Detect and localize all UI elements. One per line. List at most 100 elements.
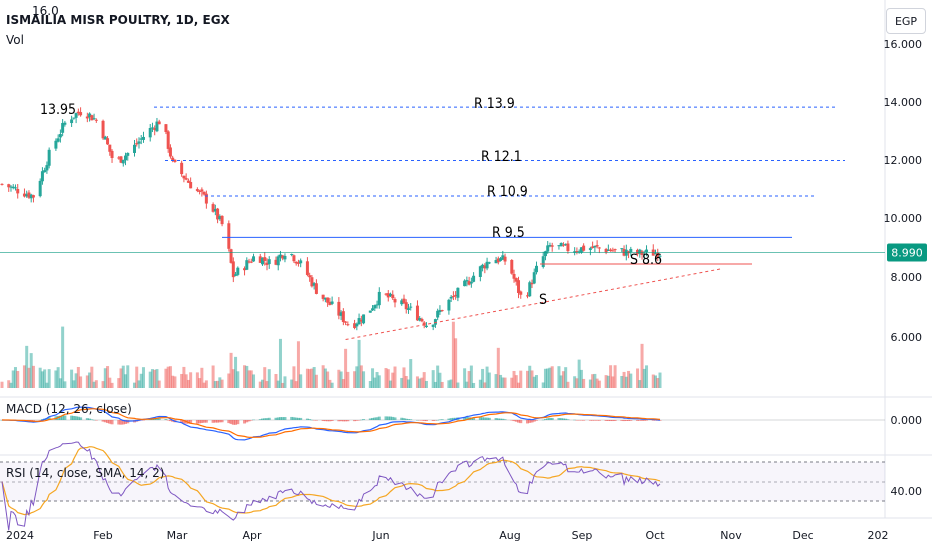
volume-bar (22, 365, 26, 388)
volume-bar (61, 326, 65, 388)
candle-body (436, 310, 440, 318)
macd-histogram-bar (101, 420, 105, 422)
macd-histogram-bar (195, 420, 199, 424)
macd-histogram-bar (447, 418, 451, 420)
candle-body (472, 275, 476, 282)
volume-bar (252, 374, 256, 388)
candle-body (180, 162, 184, 175)
volume-bar (245, 365, 249, 388)
macd-histogram-bar (310, 419, 314, 421)
macd-histogram-bar (276, 417, 280, 420)
volume-bar (546, 368, 550, 388)
candle-body (148, 127, 152, 138)
candle-body (658, 255, 662, 257)
candle-body (355, 323, 359, 327)
macd-histogram-bar (433, 420, 437, 421)
macd-histogram-bar (124, 420, 128, 424)
macd-histogram-bar (651, 420, 655, 421)
macd-histogram-bar (243, 420, 247, 424)
candle-body (438, 310, 442, 313)
candle-body (541, 256, 545, 267)
volume-bar (148, 371, 152, 388)
volume-bar (588, 379, 592, 388)
volume-bar (487, 372, 491, 388)
volume-bar (496, 347, 500, 388)
macd-histogram-bar (409, 419, 413, 420)
volume-bar (494, 374, 498, 388)
macd-histogram-bar (236, 420, 240, 425)
volume-bar (117, 378, 121, 388)
volume-bar (658, 372, 662, 388)
currency-button[interactable]: EGP (886, 8, 926, 34)
candle-body (559, 243, 563, 247)
candle-body (227, 223, 231, 249)
volume-bar (283, 376, 287, 388)
volume-bar (467, 371, 471, 388)
macd-histogram-bar (204, 420, 208, 423)
candle-body (386, 293, 390, 298)
macd-histogram-bar (234, 420, 238, 425)
candle-body (501, 255, 505, 260)
time-tick: Feb (93, 529, 112, 542)
macd-histogram-bar (436, 419, 440, 421)
macd-histogram-bar (337, 420, 341, 422)
macd-histogram-bar (406, 419, 410, 420)
candle-body (218, 216, 222, 220)
macd-histogram-bar (296, 417, 300, 420)
candle-body (252, 256, 256, 262)
time-axis[interactable]: 2024 Feb Mar Apr Jun Aug Sep Oct Nov Dec… (6, 529, 889, 542)
volume-bar (469, 365, 473, 388)
price-axis[interactable]: 16.000 14.000 12.000 10.000 8.000 6.000 … (884, 38, 923, 498)
macd-histogram-bar (577, 420, 581, 421)
volume-bar (339, 371, 343, 388)
candle-body (557, 245, 561, 247)
macd-histogram-bar (595, 420, 599, 421)
volume-bar (294, 381, 298, 388)
macd-histogram-bar (389, 416, 393, 420)
macd-histogram-bar (573, 419, 577, 421)
candle-body (141, 136, 145, 140)
candle-body (362, 314, 366, 324)
candle-body (234, 274, 238, 276)
candle-body (189, 181, 193, 189)
volume-bar (503, 377, 507, 388)
time-tick: Mar (167, 529, 188, 542)
macd-histogram-bar (252, 419, 256, 421)
macd-histogram-bar (245, 420, 249, 423)
candle-body (135, 143, 139, 145)
volume-bar (292, 366, 296, 388)
volume-bar (157, 380, 161, 388)
candle-body (456, 287, 460, 298)
macd-histogram-bar (561, 418, 565, 420)
macd-histogram-bar (182, 420, 186, 424)
time-tick: Aug (499, 529, 520, 542)
candle-body (640, 251, 644, 256)
macd-histogram-bar (534, 420, 538, 421)
candle-body (63, 122, 67, 125)
volume-bar (0, 381, 4, 388)
candle-body (517, 280, 521, 294)
candle-body (656, 252, 660, 258)
macd-histogram-bar (485, 417, 489, 420)
volume-bar (654, 375, 658, 388)
candle-body (481, 264, 485, 269)
volume-bar (409, 359, 413, 388)
volume-bar (514, 375, 518, 388)
volume-bar (463, 368, 467, 388)
macd-histogram-bar (609, 420, 613, 422)
macd-histogram-bar (373, 417, 377, 420)
volume-bar (391, 372, 395, 388)
macd-histogram-bar (168, 420, 172, 422)
candle-body (406, 308, 410, 310)
candle-body (629, 248, 633, 253)
volume-bar (274, 374, 278, 388)
macd-line (1, 406, 661, 441)
volume-bar (74, 373, 78, 388)
volume-bar (168, 366, 172, 388)
macd-histogram-bar (559, 418, 563, 420)
macd-histogram-bar (620, 420, 624, 421)
price-tick: 8.000 (891, 271, 923, 284)
volume-bar (604, 375, 608, 388)
r121-label: R 12.1 (481, 149, 522, 165)
